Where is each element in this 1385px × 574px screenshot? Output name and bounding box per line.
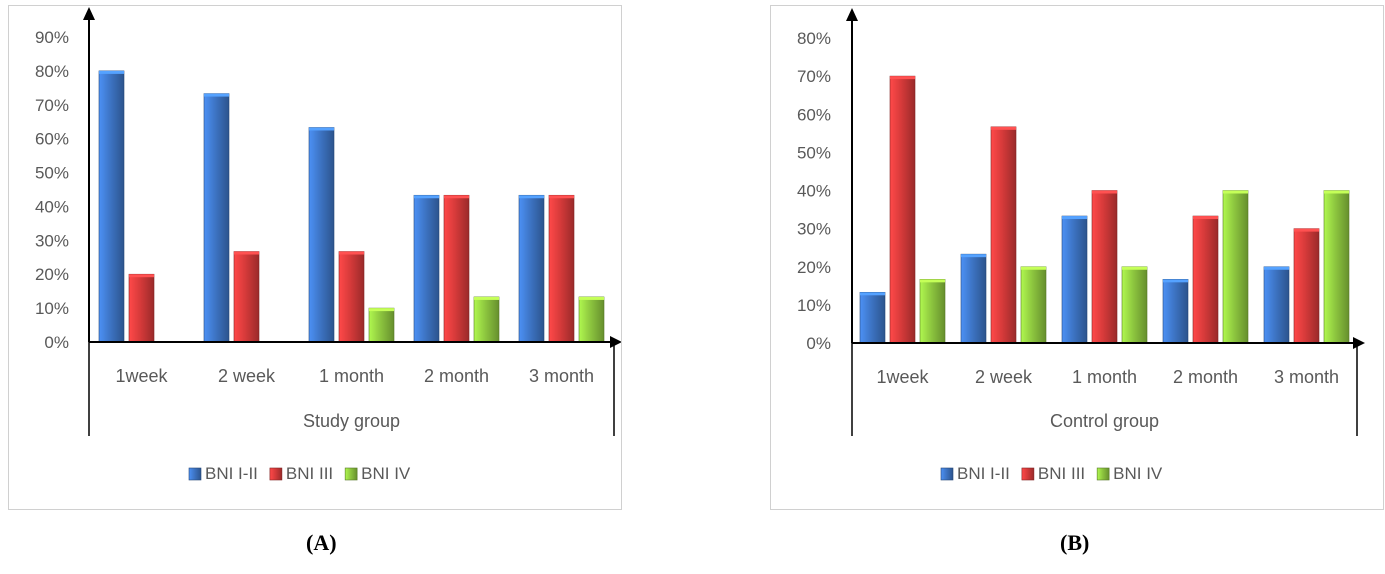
bar (1263, 266, 1290, 344)
y-axis-arrow (83, 7, 95, 20)
y-tick-label: 80% (35, 62, 69, 81)
y-tick-label: 10% (797, 296, 831, 315)
bar (859, 291, 886, 344)
bar (308, 127, 335, 343)
bar (919, 279, 946, 344)
legend-label: BNI I-II (205, 464, 258, 483)
x-category-label: 1 month (319, 366, 384, 386)
y-tick-label: 30% (797, 220, 831, 239)
legend-item: BNI III (269, 464, 333, 483)
bar (1222, 190, 1249, 344)
bar (368, 307, 395, 343)
chart-panel-control: 0% 10% 20% 30% 40% 50% 60% 70% 80% 1week 2 week 1 m… (770, 5, 1384, 510)
bar (338, 251, 365, 343)
bar (98, 70, 125, 343)
bar (990, 126, 1017, 344)
y-tick-label: 60% (797, 105, 831, 124)
legend-item: BNI I-II (188, 464, 258, 483)
y-tick-label: 70% (35, 96, 69, 115)
x-axis-arrow (610, 336, 621, 348)
y-tick-label: 80% (797, 29, 831, 48)
y-tick-label: 30% (35, 231, 69, 250)
legend-item: BNI I-II (940, 464, 1010, 483)
x-axis-group-label: Control group (1050, 411, 1159, 431)
bar (443, 194, 470, 343)
legend-label: BNI III (286, 464, 333, 483)
bar (1293, 228, 1320, 344)
bar (203, 93, 230, 343)
panel-label-a: (A) (306, 530, 337, 555)
x-category-label: 3 month (529, 366, 594, 386)
y-tick-label: 10% (35, 299, 69, 318)
y-axis-arrow (846, 8, 858, 21)
y-tick-label: 20% (797, 258, 831, 277)
legend-label: BNI I-II (957, 464, 1010, 483)
x-axis-group-label: Study group (303, 411, 400, 431)
bar (1192, 215, 1219, 344)
y-tick-label: 20% (35, 265, 69, 284)
bar (128, 273, 155, 343)
bar (960, 253, 987, 344)
legend-label: BNI IV (1113, 464, 1163, 483)
y-tick-label: 90% (35, 28, 69, 47)
bar (1020, 266, 1047, 344)
y-tick-label: 50% (35, 164, 69, 183)
bar (548, 194, 575, 343)
y-tick-label: 50% (797, 143, 831, 162)
bar (518, 194, 545, 343)
study-group-chart: 0% 10% 20% 30% 40% 50% 60% 70% 80% 90% 1week 2 week… (35, 7, 621, 483)
bar (1091, 190, 1118, 344)
bar (578, 296, 605, 343)
control-group-chart: 0% 10% 20% 30% 40% 50% 60% 70% 80% 1week 2 week 1 m… (797, 8, 1365, 483)
bar (889, 75, 916, 344)
x-category-label: 2 week (218, 366, 276, 386)
bar (413, 194, 440, 343)
bar (1121, 266, 1148, 344)
bar (1061, 215, 1088, 344)
y-tick-label: 60% (35, 130, 69, 149)
legend-item: BNI III (1021, 464, 1085, 483)
x-category-label: 2 month (424, 366, 489, 386)
x-axis-arrow (1353, 337, 1365, 349)
bar (473, 296, 500, 343)
legend-item: BNI IV (1096, 464, 1163, 483)
legend-label: BNI IV (361, 464, 411, 483)
y-tick-label: 40% (797, 182, 831, 201)
y-tick-label: 40% (35, 197, 69, 216)
x-category-label: 2 week (975, 367, 1033, 387)
x-category-label: 1week (876, 367, 929, 387)
panel-label-b: (B) (1060, 530, 1090, 555)
x-category-label: 3 month (1274, 367, 1339, 387)
legend-item: BNI IV (344, 464, 411, 483)
bar (233, 251, 260, 343)
bar (1323, 190, 1350, 344)
x-category-label: 2 month (1173, 367, 1238, 387)
legend-label: BNI III (1038, 464, 1085, 483)
chart-panel-study: 0% 10% 20% 30% 40% 50% 60% 70% 80% 90% 1week 2 week… (8, 5, 622, 510)
x-category-label: 1 month (1072, 367, 1137, 387)
bar (1162, 279, 1189, 344)
y-tick-label: 0% (806, 334, 831, 353)
y-tick-label: 70% (797, 67, 831, 86)
x-category-label: 1week (115, 366, 168, 386)
y-tick-label: 0% (44, 333, 69, 352)
